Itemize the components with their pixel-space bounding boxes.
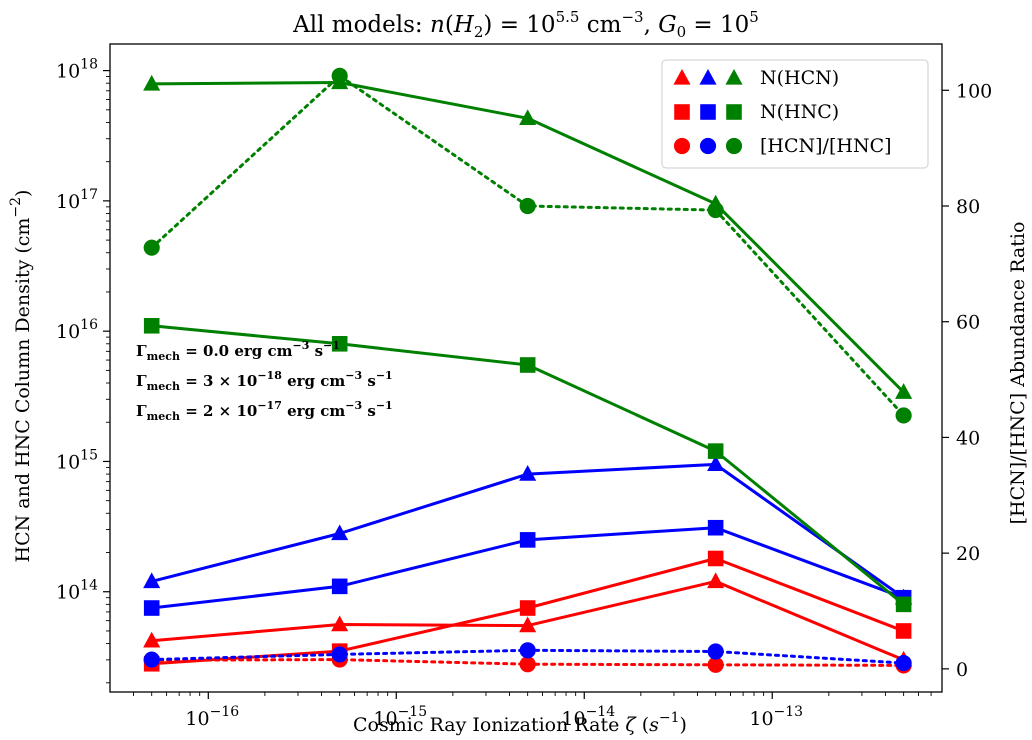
annotation-gamma-mech: Γmech = 3 × 10−18 erg cm−3 s−1 [136, 369, 393, 393]
data-point [707, 550, 724, 567]
y-left-tick-label: 1015 [56, 447, 98, 473]
data-point [895, 654, 912, 672]
data-point [519, 616, 537, 633]
data-point [895, 623, 912, 639]
data-point [143, 572, 161, 589]
legend-marker [673, 137, 691, 155]
y-left-tick-label: 1018 [56, 57, 98, 83]
series-markers [143, 67, 913, 674]
data-point [143, 239, 160, 256]
data-point [707, 201, 724, 219]
legend-marker [674, 104, 690, 120]
legend-marker [673, 68, 691, 85]
data-point [707, 643, 724, 660]
y-right-tick-label: 80 [956, 196, 980, 218]
legend-marker [699, 68, 717, 85]
y-left-tick-label: 1014 [56, 578, 98, 604]
legend: N(HCN) N(HNC) [HCN]/[HNC] [661, 59, 929, 169]
legend-marker [725, 137, 743, 155]
chart-title: All models: n(H2) = 105.5 cm−3, G0 = 105 [292, 8, 759, 41]
data-point [331, 524, 349, 541]
data-point [519, 109, 537, 125]
series-line [151, 462, 905, 599]
x-axis-label: Cosmic Ray Ionization Rate ζ (s−1) [353, 710, 687, 736]
data-point [331, 578, 348, 595]
annotations: Γmech = 0.0 erg cm−3 s−1 Γmech = 3 × 10−… [136, 339, 393, 423]
data-point [143, 600, 160, 616]
plot-frame [109, 43, 943, 693]
x-tick-label: 10−16 [185, 704, 239, 730]
data-point [707, 572, 725, 589]
y-right-tick-label: 20 [956, 543, 980, 565]
legend-marker [726, 104, 742, 120]
data-point [331, 646, 348, 663]
data-point [331, 615, 349, 632]
y-right-tick-label: 0 [956, 659, 968, 681]
x-tick-label: 10−13 [749, 704, 803, 730]
y-right-tick-label: 100 [956, 80, 992, 102]
legend-label: N(HNC) [760, 101, 839, 123]
legend-marker [725, 68, 743, 85]
y-right-tick-label: 60 [956, 312, 980, 334]
legend-marker [699, 137, 717, 155]
legend-label: N(HCN) [760, 67, 839, 89]
data-point [707, 443, 724, 459]
y-left-tick-label: 1016 [56, 317, 98, 343]
y-axis-label-right: [HCN]/[HNC] Abundance Ratio [1007, 222, 1029, 525]
legend-marker [700, 104, 716, 120]
data-point [519, 357, 536, 373]
data-point [331, 336, 348, 352]
data-point [519, 197, 536, 215]
data-point [519, 656, 536, 673]
data-point [895, 407, 912, 424]
data-point [331, 67, 348, 84]
data-point [895, 596, 912, 613]
data-point [519, 600, 536, 616]
data-point [519, 532, 536, 548]
data-point [143, 651, 160, 668]
data-point [707, 455, 725, 472]
data-point [895, 383, 913, 399]
data-point [143, 317, 160, 334]
data-point [519, 465, 537, 481]
legend-label: [HCN]/[HNC] [760, 135, 892, 157]
y-axis-label-left: HCN and HNC Column Density (cm−2) [8, 190, 34, 563]
data-point [143, 631, 161, 648]
y-right-tick-label: 40 [956, 427, 980, 449]
legend-markers [673, 68, 743, 155]
data-point [707, 519, 724, 536]
data-point [143, 74, 161, 91]
data-point [519, 642, 536, 659]
data-point [707, 656, 724, 673]
axis-ticks: 10−16 10−15 10−14 10−13 1014 1015 1016 1017 1018… [56, 57, 992, 730]
x-tick-label: 10−15 [373, 704, 427, 730]
y-left-tick-label: 1017 [56, 187, 98, 213]
annotation-gamma-mech: Γmech = 2 × 10−17 erg cm−3 s−1 [136, 399, 393, 423]
annotation-gamma-mech: Γmech = 0.0 erg cm−3 s−1 [136, 339, 340, 363]
x-tick-label: 10−14 [561, 704, 615, 730]
